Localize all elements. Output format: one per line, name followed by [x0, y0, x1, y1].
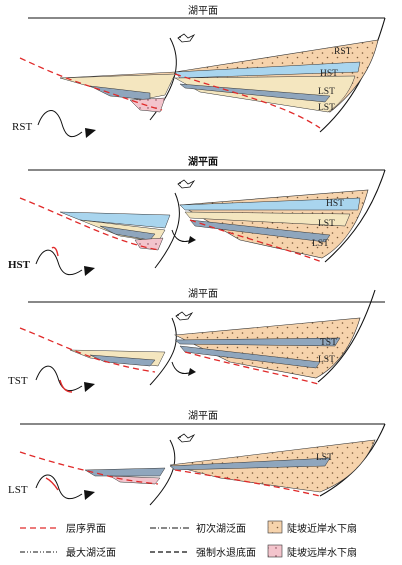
panel-tst: 湖平面 TST LST TST [8, 288, 385, 393]
stage-label: TST [8, 375, 28, 387]
lake-level-label: 湖平面 [188, 155, 218, 168]
legend-item: 陡坡近岸水下扇 [287, 522, 357, 535]
legend-item: 强制水退底面 [196, 546, 256, 559]
bird-icon [175, 311, 194, 321]
legend: 层序界面 初次湖泛面 陡坡近岸水下扇 最大湖泛面 强制水退底面 陡坡远岸水下扇 [20, 520, 357, 559]
tract-label: LST [318, 87, 335, 97]
bird-icon [177, 433, 196, 443]
lake-level-label: 湖平面 [188, 5, 218, 17]
arrow-icon [84, 490, 95, 500]
main-fault [319, 17, 386, 133]
tract-label: LST [318, 103, 335, 113]
bird-icon [177, 33, 196, 43]
tst-blue-layer [179, 197, 361, 211]
tract-label: LST [312, 239, 329, 249]
tract-label: RST [334, 47, 352, 57]
tract-label: HST [320, 69, 338, 79]
stage-label: HST [8, 259, 31, 271]
lake-level-curve [37, 110, 83, 138]
curved-arrow-icon [171, 229, 193, 243]
far-shore-fan [129, 97, 166, 113]
tract-label: LST [318, 355, 335, 365]
lake-level-curve [35, 249, 83, 276]
legend-item: 最大湖泛面 [66, 546, 116, 559]
curved-arrow-icon [171, 361, 193, 375]
tract-label: LST [316, 453, 333, 463]
arrow-icon [85, 128, 96, 138]
sequence-boundary [19, 197, 161, 251]
lake-level-curve [35, 365, 83, 392]
legend-far-shore-swatch [267, 544, 283, 558]
bird-icon [177, 179, 196, 189]
sequence-boundary [19, 57, 163, 111]
legend-near-shore-swatch [267, 520, 283, 534]
grey-wedge [179, 83, 331, 103]
sequence-boundary [19, 327, 156, 373]
arrow-icon [84, 382, 95, 392]
sequence-boundary [19, 451, 159, 485]
legend-item: 陡坡远岸水下扇 [287, 546, 357, 559]
lake-level-label: 湖平面 [188, 288, 218, 300]
lake-level-label: 湖平面 [188, 410, 218, 422]
tract-label: HST [326, 199, 344, 209]
panel-rst: 湖平面 RST HST LST LST RST [12, 5, 386, 138]
stage-label: RST [12, 121, 32, 133]
legend-item: 初次湖泛面 [196, 522, 246, 535]
panel-lst: 湖平面 LST LST [8, 410, 386, 506]
arrow-icon [84, 266, 95, 276]
legend-item: 层序界面 [66, 522, 106, 535]
tst-blue-layer [174, 61, 361, 79]
tract-label: LST [318, 219, 335, 229]
panel-hst: 湖平面 HST LST LST HST [8, 155, 386, 276]
tract-label: TST [320, 338, 337, 348]
lake-level-curve [35, 474, 83, 500]
stage-label: LST [8, 484, 28, 496]
